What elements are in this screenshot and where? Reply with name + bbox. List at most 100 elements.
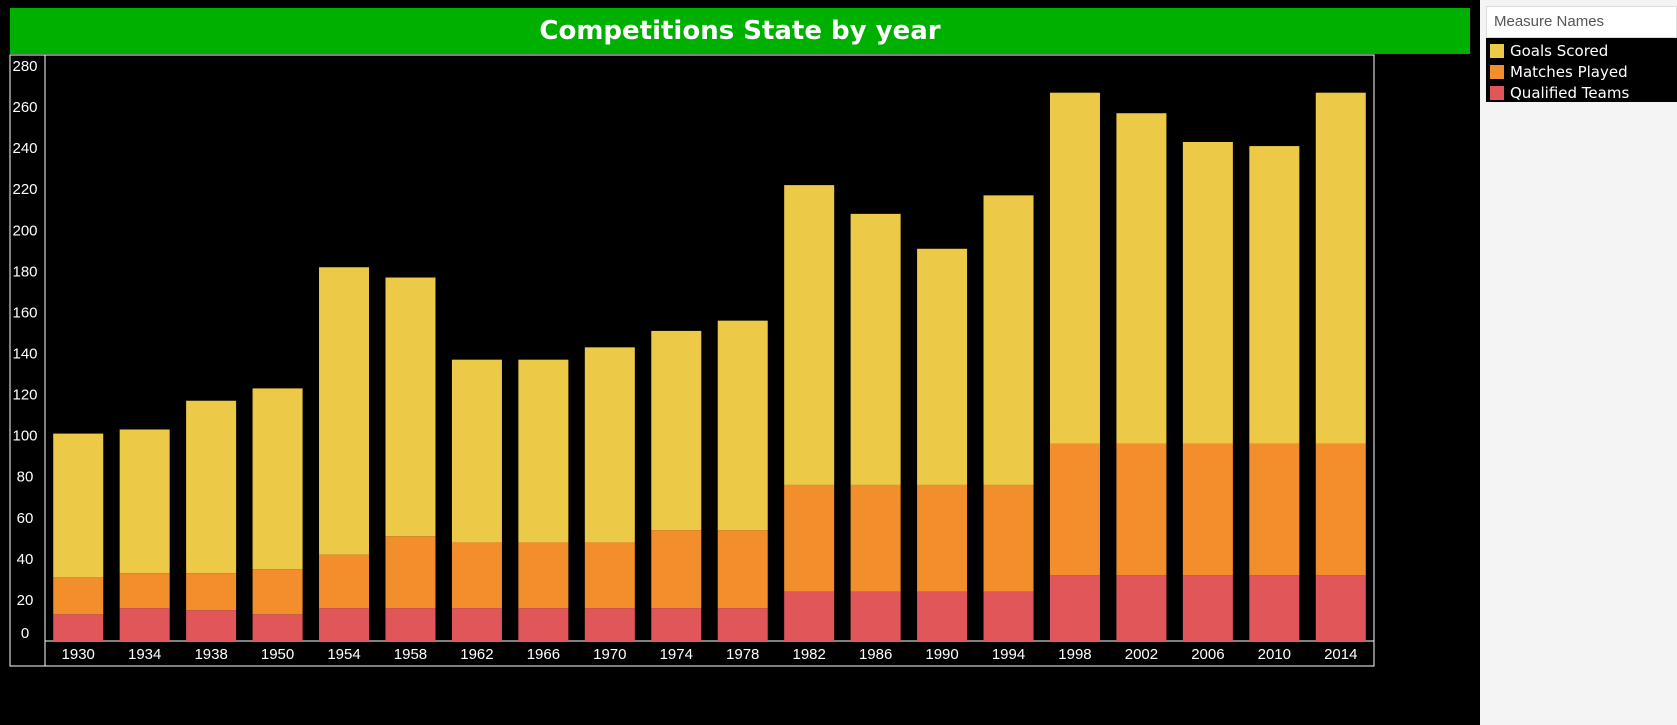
bar-matches-played-1970[interactable] bbox=[584, 542, 635, 609]
bars-group bbox=[53, 92, 1366, 641]
bar-qualified-teams-2014[interactable] bbox=[1315, 575, 1366, 641]
x-tick-label: 1982 bbox=[792, 646, 825, 663]
x-tick-label: 1970 bbox=[593, 646, 626, 663]
bar-qualified-teams-1982[interactable] bbox=[784, 591, 835, 641]
bar-qualified-teams-1938[interactable] bbox=[186, 610, 237, 641]
legend-item[interactable]: Qualified Teams bbox=[1486, 82, 1677, 103]
bar-matches-played-1934[interactable] bbox=[119, 573, 170, 609]
y-tick-label: 200 bbox=[12, 222, 37, 239]
legend-label: Qualified Teams bbox=[1510, 83, 1630, 102]
bar-goals-scored-1970[interactable] bbox=[584, 347, 635, 543]
bar-goals-scored-1938[interactable] bbox=[186, 400, 237, 574]
legend-item[interactable]: Matches Played bbox=[1486, 61, 1677, 82]
y-tick-label: 260 bbox=[12, 99, 37, 116]
x-tick-label: 1930 bbox=[62, 646, 95, 663]
bar-qualified-teams-1962[interactable] bbox=[451, 608, 502, 641]
bar-goals-scored-2006[interactable] bbox=[1182, 141, 1233, 444]
bar-qualified-teams-1990[interactable] bbox=[917, 591, 968, 641]
bar-matches-played-1938[interactable] bbox=[186, 573, 237, 611]
bar-matches-played-1978[interactable] bbox=[717, 530, 768, 609]
legend-label: Matches Played bbox=[1510, 62, 1628, 81]
bar-goals-scored-1982[interactable] bbox=[784, 185, 835, 485]
bar-goals-scored-1990[interactable] bbox=[917, 248, 968, 485]
bar-matches-played-1994[interactable] bbox=[983, 484, 1034, 592]
x-tick-label: 1958 bbox=[394, 646, 427, 663]
bar-matches-played-1974[interactable] bbox=[651, 530, 702, 609]
x-tick-label: 1962 bbox=[460, 646, 493, 663]
bar-matches-played-1954[interactable] bbox=[319, 554, 370, 609]
bar-qualified-teams-2006[interactable] bbox=[1182, 575, 1233, 641]
y-tick-label: 280 bbox=[12, 58, 37, 75]
x-tick-label: 2014 bbox=[1324, 646, 1357, 663]
bar-chart: 020406080100120140160180200220240260280 … bbox=[9, 54, 1375, 667]
bar-qualified-teams-2010[interactable] bbox=[1249, 575, 1300, 641]
bar-matches-played-2006[interactable] bbox=[1182, 443, 1233, 576]
x-tick-label: 2002 bbox=[1125, 646, 1158, 663]
bar-qualified-teams-1998[interactable] bbox=[1049, 575, 1100, 641]
legend-swatch bbox=[1490, 43, 1504, 58]
y-tick-label: 80 bbox=[17, 469, 34, 486]
bar-matches-played-2010[interactable] bbox=[1249, 443, 1300, 576]
legend-swatch bbox=[1490, 64, 1504, 79]
y-tick-label: 100 bbox=[12, 428, 37, 445]
bar-qualified-teams-1994[interactable] bbox=[983, 591, 1034, 641]
bar-goals-scored-1986[interactable] bbox=[850, 213, 901, 485]
bar-qualified-teams-1958[interactable] bbox=[385, 608, 436, 641]
bar-matches-played-1950[interactable] bbox=[252, 569, 303, 615]
bar-goals-scored-1994[interactable] bbox=[983, 195, 1034, 485]
legend-item[interactable]: Goals Scored bbox=[1486, 40, 1677, 61]
bar-goals-scored-1934[interactable] bbox=[119, 429, 170, 574]
bar-matches-played-1990[interactable] bbox=[917, 484, 968, 592]
bar-goals-scored-1966[interactable] bbox=[518, 359, 569, 543]
bar-matches-played-1958[interactable] bbox=[385, 536, 436, 609]
bar-goals-scored-1978[interactable] bbox=[717, 320, 768, 531]
dashboard: 0 20 40 60 80 100 120 140 160 180 200 220 240 260 280 … bbox=[0, 0, 1480, 725]
bar-goals-scored-2002[interactable] bbox=[1116, 113, 1167, 444]
bar-qualified-teams-1966[interactable] bbox=[518, 608, 569, 641]
y-tick-label: 40 bbox=[17, 551, 34, 568]
bar-goals-scored-1962[interactable] bbox=[451, 359, 502, 543]
legend-label: Goals Scored bbox=[1510, 41, 1609, 60]
bar-matches-played-1930[interactable] bbox=[53, 577, 104, 615]
bar-matches-played-1998[interactable] bbox=[1049, 443, 1100, 576]
x-tick-label: 1966 bbox=[527, 646, 560, 663]
bar-goals-scored-1954[interactable] bbox=[319, 267, 370, 555]
bar-qualified-teams-1930[interactable] bbox=[53, 614, 104, 641]
bar-qualified-teams-1974[interactable] bbox=[651, 608, 702, 641]
legend-swatch bbox=[1490, 85, 1504, 100]
x-tick-label: 1954 bbox=[327, 646, 360, 663]
bar-matches-played-1966[interactable] bbox=[518, 542, 569, 609]
bar-goals-scored-1998[interactable] bbox=[1049, 92, 1100, 444]
y-tick-label: 60 bbox=[17, 510, 34, 527]
y-tick-label: 160 bbox=[12, 304, 37, 321]
legend-title[interactable]: Measure Names bbox=[1486, 6, 1677, 38]
y-tick-label: 120 bbox=[12, 387, 37, 404]
x-tick-label: 1950 bbox=[261, 646, 294, 663]
x-axis-ticks: 1930 1934 1938 1950 1954 1958 1962 1966 1970 1974… bbox=[62, 646, 1358, 663]
bar-goals-scored-2010[interactable] bbox=[1249, 146, 1300, 444]
bar-goals-scored-1958[interactable] bbox=[385, 277, 436, 537]
bar-qualified-teams-1978[interactable] bbox=[717, 608, 768, 641]
bar-qualified-teams-2002[interactable] bbox=[1116, 575, 1167, 641]
bar-qualified-teams-1954[interactable] bbox=[319, 608, 370, 641]
bar-qualified-teams-1970[interactable] bbox=[584, 608, 635, 641]
bar-matches-played-1962[interactable] bbox=[451, 542, 502, 609]
bar-goals-scored-1974[interactable] bbox=[651, 330, 702, 531]
bar-matches-played-2002[interactable] bbox=[1116, 443, 1167, 576]
y-tick-label: 0 bbox=[21, 625, 29, 642]
x-tick-label: 1978 bbox=[726, 646, 759, 663]
bar-matches-played-1986[interactable] bbox=[850, 484, 901, 592]
y-axis-ticks: 0 20 40 60 80 100 120 140 160 180 200 220 240 260 280 bbox=[12, 58, 37, 642]
bar-goals-scored-1930[interactable] bbox=[53, 433, 104, 578]
bar-qualified-teams-1934[interactable] bbox=[119, 608, 170, 641]
x-tick-label: 2010 bbox=[1258, 646, 1291, 663]
x-tick-label: 1974 bbox=[660, 646, 693, 663]
bar-matches-played-1982[interactable] bbox=[784, 484, 835, 592]
y-tick-label: 220 bbox=[12, 181, 37, 198]
bar-goals-scored-2014[interactable] bbox=[1315, 92, 1366, 444]
bar-qualified-teams-1950[interactable] bbox=[252, 614, 303, 641]
bar-matches-played-2014[interactable] bbox=[1315, 443, 1366, 576]
outer-frame bbox=[9, 54, 1375, 667]
bar-goals-scored-1950[interactable] bbox=[252, 388, 303, 570]
bar-qualified-teams-1986[interactable] bbox=[850, 591, 901, 641]
